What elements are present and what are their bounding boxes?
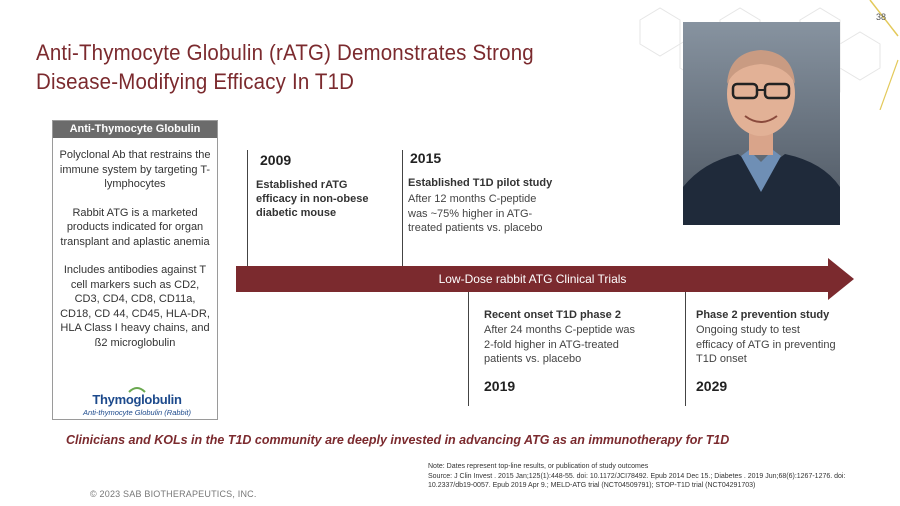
- page-title: Anti-Thymocyte Globulin (rATG) Demonstra…: [36, 38, 631, 96]
- source-line: Source: J Clin Invest . 2015 Jan;125(1):…: [428, 472, 846, 490]
- atg-box-body: Polyclonal Ab that restrains the immune …: [53, 138, 217, 350]
- note-line: Note: Dates represent top-line results, …: [428, 463, 649, 470]
- copyright: © 2023 SAB BIOTHERAPEUTICS, INC.: [90, 489, 257, 499]
- event-year-2029: 2029: [696, 378, 728, 394]
- atg-para-3: Includes antibodies against T cell marke…: [60, 264, 210, 349]
- key-takeaway: Clinicians and KOLs in the T1D community…: [66, 433, 730, 447]
- title-line-1: Anti-Thymocyte Globulin (rATG) Demonstra…: [36, 40, 534, 65]
- timeline-tick-2029: [685, 292, 686, 406]
- atg-para-2: Rabbit ATG is a marketed products indica…: [60, 206, 210, 248]
- timeline-tick-2009: [247, 150, 248, 266]
- presenter-photo: [683, 22, 840, 225]
- event-body-2015: After 12 months C-peptide was ~75% highe…: [408, 193, 543, 234]
- event-title-2009: Established rATG efficacy in non-obese d…: [256, 179, 369, 219]
- atg-info-box: Anti-Thymocyte Globulin Polyclonal Ab th…: [52, 120, 218, 420]
- event-title-2019: Recent onset T1D phase 2: [484, 309, 621, 321]
- event-title-2029: Phase 2 prevention study: [696, 309, 830, 321]
- timeline-tick-2015: [402, 150, 403, 266]
- atg-box-header: Anti-Thymocyte Globulin: [53, 121, 217, 138]
- title-line-2: Disease-Modifying Efficacy In T1D: [36, 69, 355, 94]
- accent-line-decoration: [869, 0, 899, 110]
- timeline-arrow: Low-Dose rabbit ATG Clinical Trials: [236, 266, 829, 292]
- event-year-2015: 2015: [410, 150, 442, 166]
- logo-mark-icon: [128, 387, 146, 393]
- timeline-arrow-head: [828, 258, 854, 300]
- source-notes: Note: Dates represent top-line results, …: [428, 462, 888, 491]
- logo-name: Thymoglobulin: [92, 392, 182, 407]
- event-title-2015: Established T1D pilot study: [408, 177, 553, 189]
- logo-subtitle: Anti-thymocyte Globulin (Rabbit): [83, 408, 191, 417]
- event-year-2009: 2009: [260, 152, 292, 168]
- thymoglobulin-logo: Thymoglobulin Anti-thymocyte Globulin (R…: [78, 386, 196, 418]
- timeline-tick-2019: [468, 292, 469, 406]
- event-body-2029: Ongoing study to test efficacy of ATG in…: [696, 324, 836, 365]
- event-year-2019: 2019: [484, 378, 516, 394]
- portrait-illustration: [683, 22, 840, 225]
- event-body-2019: After 24 months C-peptide was 2-fold hig…: [484, 324, 636, 365]
- page-number: 38: [875, 12, 886, 22]
- atg-para-1: Polyclonal Ab that restrains the immune …: [59, 149, 211, 190]
